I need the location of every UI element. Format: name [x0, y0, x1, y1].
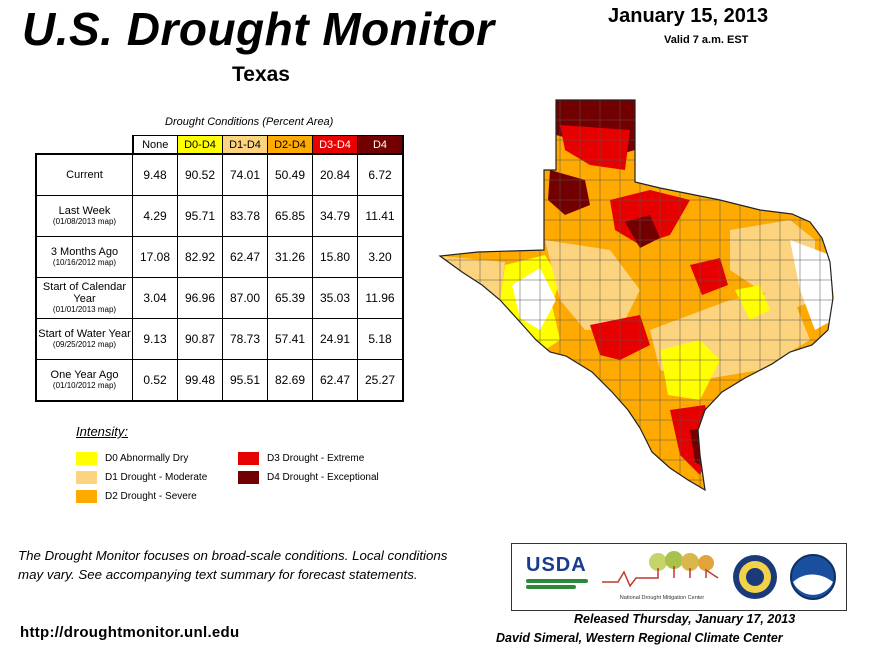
d4-south-plains: [548, 170, 590, 215]
legend-item-d0: D0 Abnormally Dry: [76, 452, 188, 465]
table-cell: 82.69: [267, 359, 313, 402]
texas-outline: [438, 99, 834, 492]
table-cell: 82.92: [177, 236, 223, 278]
table-cell: 78.73: [222, 318, 268, 360]
table-cell: 57.41: [267, 318, 313, 360]
table-row: Current 9.48 90.52 74.01 50.49 20.84 6.7…: [35, 153, 404, 196]
table-cell: 74.01: [222, 153, 268, 196]
table-cell: 9.13: [132, 318, 178, 360]
col-none: None: [132, 135, 178, 155]
table-row: Start of Water Year (09/25/2012 map) 9.13…: [35, 318, 404, 360]
county-grid: [440, 100, 833, 490]
ndmc-logo-icon: National Drought Mitigation Center: [598, 550, 726, 604]
col-d0-d4: D0-D4: [177, 135, 223, 155]
table-cell: 5.18: [357, 318, 404, 360]
legend-swatch: [76, 452, 97, 465]
table-header-row: None D0-D4 D1-D4 D2-D4 D3-D4 D4: [36, 135, 404, 155]
legend-swatch: [76, 490, 97, 503]
legend-item-d3: D3 Drought - Extreme: [238, 452, 364, 465]
table-corner: [36, 135, 134, 155]
agency-logos: USDA National Drought Mitigation Center: [511, 543, 847, 611]
texas-drought-map: [438, 99, 834, 492]
legend-swatch: [76, 471, 97, 484]
d3-panhandle: [560, 125, 630, 170]
table-cell: 90.87: [177, 318, 223, 360]
table-cell: 96.96: [177, 277, 223, 319]
legend-item-d1: D1 Drought - Moderate: [76, 471, 207, 484]
table-cell: 34.79: [312, 195, 358, 237]
d3-central: [690, 258, 728, 295]
valid-time: Valid 7 a.m. EST: [664, 34, 749, 46]
tree-graph-icon: [602, 551, 719, 588]
d0-east-pocket: [735, 285, 770, 320]
table-cell: 4.29: [132, 195, 178, 237]
row-label: Start of Calendar Year (01/01/2013 map): [35, 277, 133, 319]
table-cell: 83.78: [222, 195, 268, 237]
region-name: Texas: [232, 63, 290, 86]
commerce-seal-icon: [733, 555, 777, 599]
table-cell: 62.47: [312, 359, 358, 402]
drought-conditions-table: None D0-D4 D1-D4 D2-D4 D3-D4 D4 Current …: [35, 135, 404, 402]
legend-item-d2: D2 Drought - Severe: [76, 490, 197, 503]
d0-south-central: [660, 340, 720, 400]
page-title: U.S. Drought Monitor: [22, 3, 495, 55]
release-date: Released Thursday, January 17, 2013: [574, 612, 796, 626]
row-label: Start of Water Year (09/25/2012 map): [35, 318, 133, 360]
row-label: Last Week (01/08/2013 map): [35, 195, 133, 237]
table-cell: 31.26: [267, 236, 313, 278]
table-cell: 0.52: [132, 359, 178, 402]
usda-logo-icon: USDA: [526, 554, 588, 598]
table-cell: 65.39: [267, 277, 313, 319]
table-cell: 35.03: [312, 277, 358, 319]
table-cell: 9.48: [132, 153, 178, 196]
table-cell: 95.51: [222, 359, 268, 402]
table-row: Last Week (01/08/2013 map) 4.29 95.71 83.…: [35, 195, 404, 237]
table-cell: 3.20: [357, 236, 404, 278]
table-cell: 62.47: [222, 236, 268, 278]
col-d3-d4: D3-D4: [312, 135, 358, 155]
d1-far-west: [440, 256, 505, 300]
table-cell: 24.91: [312, 318, 358, 360]
legend-title: Intensity:: [76, 424, 129, 439]
table-cell: 99.48: [177, 359, 223, 402]
table-cell: 50.49: [267, 153, 313, 196]
table-cell: 11.41: [357, 195, 404, 237]
legend-swatch: [238, 471, 259, 484]
table-row: Start of Calendar Year (01/01/2013 map) 3…: [35, 277, 404, 319]
table-cell: 3.04: [132, 277, 178, 319]
col-d2-d4: D2-D4: [267, 135, 313, 155]
col-d4: D4: [357, 135, 404, 155]
legend-item-d4: D4 Drought - Exceptional: [238, 471, 379, 484]
author-credit: David Simeral, Western Regional Climate …: [496, 631, 783, 645]
table-cell: 95.71: [177, 195, 223, 237]
no-drought-east: [790, 240, 833, 330]
no-drought-west: [512, 268, 556, 330]
table-cell: 11.96: [357, 277, 404, 319]
table-cell: 90.52: [177, 153, 223, 196]
table-cell: 17.08: [132, 236, 178, 278]
table-cell: 65.85: [267, 195, 313, 237]
legend-swatch: [238, 452, 259, 465]
row-label: 3 Months Ago (10/16/2012 map): [35, 236, 133, 278]
disclaimer-text: The Drought Monitor focuses on broad-sca…: [18, 548, 448, 582]
col-d1-d4: D1-D4: [222, 135, 268, 155]
table-row: One Year Ago (01/10/2012 map) 0.52 99.48 …: [35, 359, 404, 402]
row-label: One Year Ago (01/10/2012 map): [35, 359, 133, 402]
table-cell: 20.84: [312, 153, 358, 196]
table-cell: 87.00: [222, 277, 268, 319]
website-link[interactable]: http://droughtmonitor.unl.edu: [20, 624, 240, 641]
d1-central-west: [545, 240, 640, 330]
map-date: January 15, 2013: [608, 5, 769, 27]
table-caption: Drought Conditions (Percent Area): [165, 116, 334, 128]
row-label: Current: [35, 153, 133, 196]
table-cell: 15.80: [312, 236, 358, 278]
table-cell: 6.72: [357, 153, 404, 196]
table-cell: 25.27: [357, 359, 404, 402]
table-row: 3 Months Ago (10/16/2012 map) 17.08 82.92…: [35, 236, 404, 278]
noaa-logo-icon: [790, 554, 836, 600]
